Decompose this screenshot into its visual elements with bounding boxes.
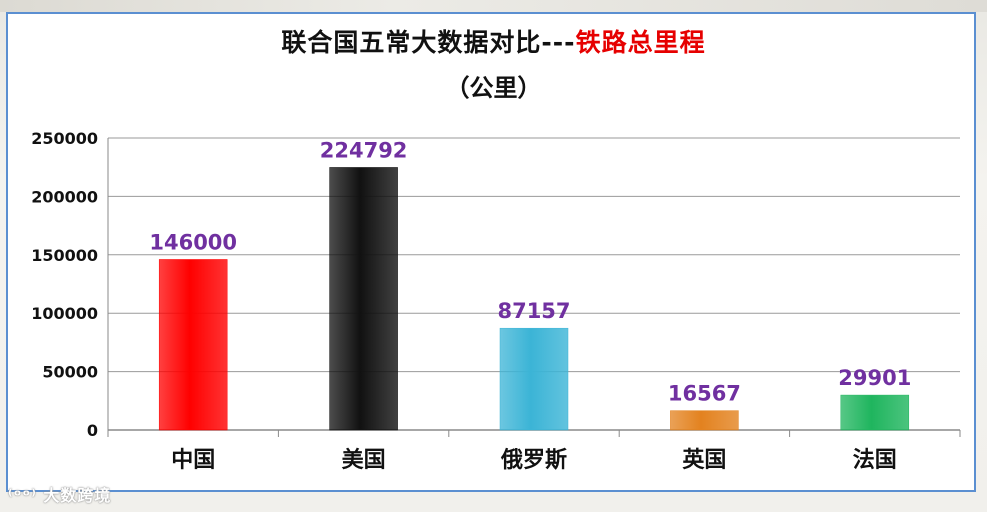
watermark-icon: ⁽ᵒᵒ⁾: [8, 486, 44, 505]
y-tick-label: 100000: [31, 304, 98, 323]
watermark-text: 大数跨境: [43, 486, 112, 505]
top-strip: [0, 0, 987, 12]
x-tick-label: 中国: [171, 448, 215, 473]
bar: [840, 394, 910, 431]
bar: [670, 410, 739, 431]
chart-title-prefix: 联合国五常大数据对比---: [281, 28, 576, 57]
x-tick-label: 法国: [853, 448, 897, 473]
data-label: 29901: [838, 366, 911, 390]
chart-subtitle: （公里）: [445, 74, 542, 102]
y-tick-label: 250000: [31, 129, 98, 148]
y-tick-label: 150000: [31, 246, 98, 265]
x-tick-label: 英国: [682, 448, 726, 473]
y-tick-label: 0: [87, 421, 98, 440]
bar: [158, 259, 228, 431]
data-label: 87157: [497, 299, 570, 323]
x-tick-label: 俄罗斯: [500, 447, 567, 473]
chart-title-highlight: 铁路总里程: [575, 28, 706, 57]
data-label: 16567: [668, 382, 741, 406]
y-tick-label: 50000: [42, 363, 98, 382]
chart-title: 联合国五常大数据对比---铁路总里程: [0, 23, 987, 59]
y-tick-label: 200000: [31, 187, 98, 206]
watermark: ⁽ᵒᵒ⁾ 大数跨境: [8, 482, 111, 506]
data-label: 146000: [149, 230, 237, 254]
bar: [499, 327, 569, 431]
data-label: 224792: [320, 138, 408, 162]
bar: [329, 167, 398, 431]
x-tick-label: 美国: [342, 447, 386, 473]
